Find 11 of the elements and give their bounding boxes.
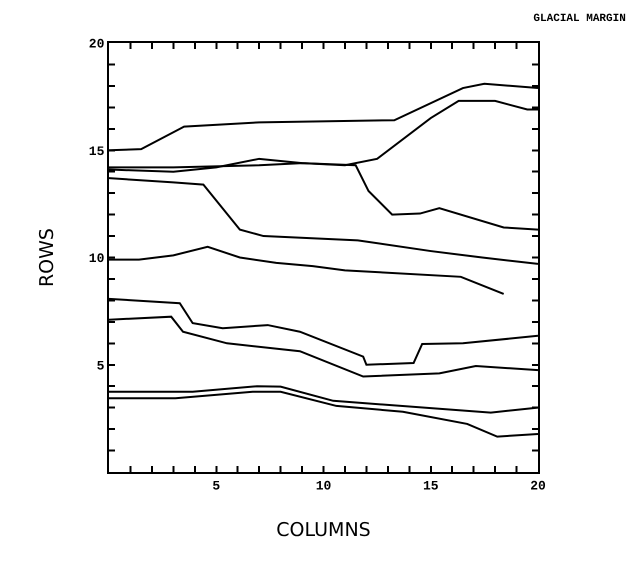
- x-tick-label: 5: [212, 478, 220, 494]
- text: GLACIAL MARGIN: [533, 12, 626, 25]
- x-tick-label: 20: [530, 478, 546, 494]
- x-axis-title: COLUMNS: [276, 518, 371, 541]
- y-tick-label: 20: [88, 36, 105, 52]
- y-tick-label: 15: [88, 144, 105, 159]
- y-axis-title: ROWS: [36, 228, 58, 288]
- y-tick-label: 5: [96, 358, 105, 374]
- x-tick-label: 15: [422, 478, 439, 494]
- y-tick-label: 10: [88, 251, 105, 266]
- x-tick-label: 10: [316, 478, 332, 494]
